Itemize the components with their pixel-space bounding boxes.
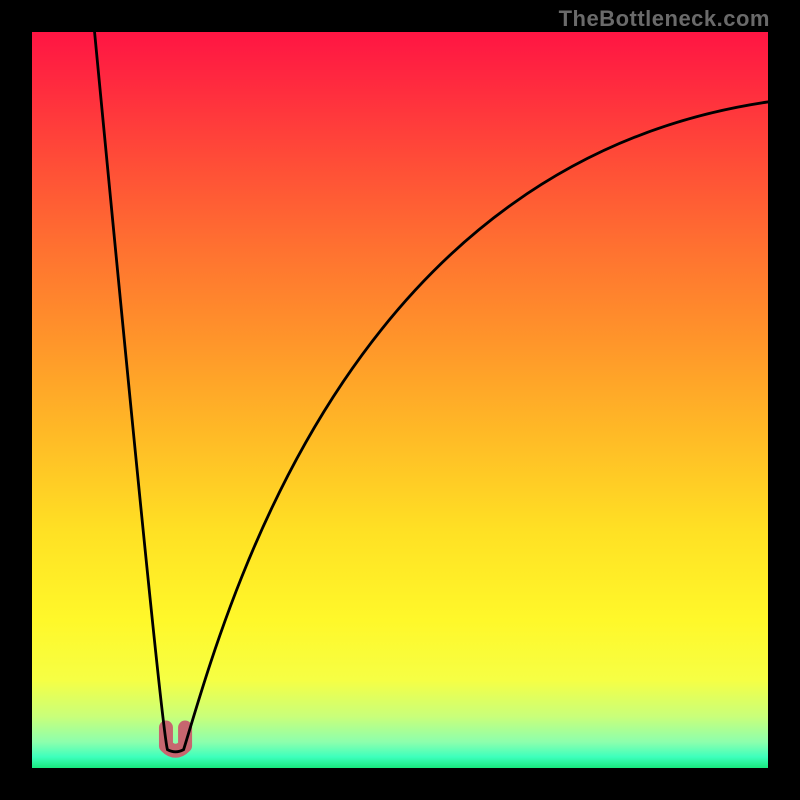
chart-container: TheBottleneck.com xyxy=(0,0,800,800)
watermark-text: TheBottleneck.com xyxy=(559,6,770,32)
gradient-background xyxy=(32,32,768,768)
